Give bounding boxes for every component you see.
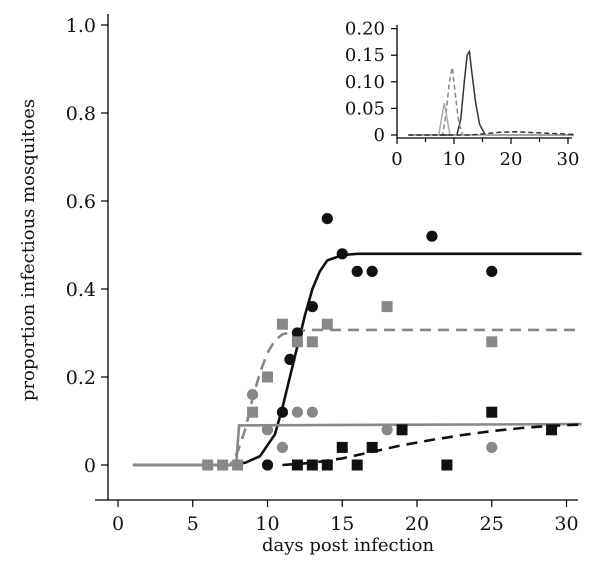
x-tick-label: 0 [112, 513, 124, 535]
inset-x-ticks: 0 10 20 30 [391, 138, 579, 170]
x-ticks: 0 5 10 15 20 25 30 [112, 500, 579, 535]
y-tick-label: 0.4 [66, 279, 96, 301]
data-point-circle [276, 441, 289, 453]
data-point-square [381, 301, 393, 313]
inset-chart: 0 10 20 30 0 0.05 0.10 0.15 0.20 [345, 19, 580, 170]
data-point-circle [291, 327, 303, 339]
x-axis-label: days post infection [262, 535, 435, 556]
inset-line-series-2 [408, 67, 574, 136]
data-point-circle [246, 389, 259, 401]
fit-curve-series-2 [132, 328, 582, 467]
data-point-square [351, 459, 363, 471]
x-tick-label: 5 [187, 513, 199, 535]
inset-line-series-3 [408, 102, 574, 136]
fit-curve-series-1 [132, 252, 582, 467]
data-point-circle [336, 248, 348, 260]
data-point-square [321, 459, 333, 471]
y-ticks: 0 0.2 0.4 0.6 0.8 1.0 [66, 15, 108, 477]
data-point-square [202, 459, 214, 471]
data-point-square [306, 459, 318, 471]
data-point-circle [486, 441, 498, 453]
x-tick-label: 10 [255, 513, 279, 535]
inset-y-tick-label: 0.20 [345, 19, 385, 40]
data-point-square [217, 459, 229, 471]
fit-curves [132, 252, 582, 467]
data-point-circle [351, 265, 363, 277]
data-point-circle [321, 213, 333, 225]
inset-y-tick-label: 0.15 [345, 45, 385, 66]
x-tick-label: 20 [405, 513, 429, 535]
inset-y-tick-label: 0.10 [345, 72, 385, 93]
data-point-square [396, 424, 408, 436]
inset-x-tick-label: 10 [443, 149, 466, 170]
data-point-square [247, 406, 259, 418]
data-point-circle [261, 459, 274, 471]
fit-curve-series-3 [132, 422, 582, 467]
data-point-circle [426, 230, 438, 242]
x-tick-label: 15 [330, 513, 354, 535]
data-point-square [546, 424, 558, 436]
inset-line-series-4 [408, 131, 574, 136]
data-point-circle [291, 406, 303, 418]
y-tick-label: 0.8 [66, 103, 96, 125]
data-point-square [291, 336, 303, 348]
main-axes [95, 14, 578, 501]
data-points [202, 213, 558, 471]
y-tick-label: 1.0 [66, 15, 96, 37]
data-point-square [262, 371, 273, 383]
data-point-circle [486, 265, 498, 277]
inset-y-tick-label: 0.05 [345, 98, 385, 119]
inset-lines [408, 49, 574, 136]
data-point-square [321, 318, 333, 330]
data-point-circle [366, 265, 378, 277]
data-point-circle [276, 406, 289, 418]
inset-y-ticks: 0 0.05 0.10 0.15 0.20 [345, 19, 397, 146]
x-tick-label: 30 [554, 513, 578, 535]
inset-x-tick-label: 20 [500, 149, 523, 170]
data-point-circle [261, 424, 274, 436]
data-point-square [276, 318, 288, 330]
data-point-square [336, 441, 348, 453]
x-tick-label: 25 [480, 513, 504, 535]
data-point-circle [306, 301, 318, 313]
inset-line-series-1 [408, 49, 574, 136]
fit-curve-series-4 [282, 423, 582, 467]
y-tick-label: 0.6 [66, 191, 96, 213]
inset-x-tick-label: 30 [557, 149, 580, 170]
inset-x-tick-label: 0 [391, 149, 402, 170]
inset-y-tick-label: 0 [374, 125, 385, 146]
data-point-square [486, 336, 498, 348]
y-tick-label: 0 [84, 455, 96, 477]
data-point-circle [306, 406, 318, 418]
data-point-circle [284, 353, 296, 365]
data-point-square [486, 406, 498, 418]
data-point-square [291, 459, 303, 471]
y-tick-label: 0.2 [66, 367, 96, 389]
data-point-square [366, 441, 378, 453]
y-axis-label: proportion infectious mosquitoes [18, 99, 39, 401]
data-point-circle [381, 424, 393, 436]
data-point-square [441, 459, 453, 471]
data-point-square [232, 459, 244, 471]
data-point-square [306, 336, 318, 348]
